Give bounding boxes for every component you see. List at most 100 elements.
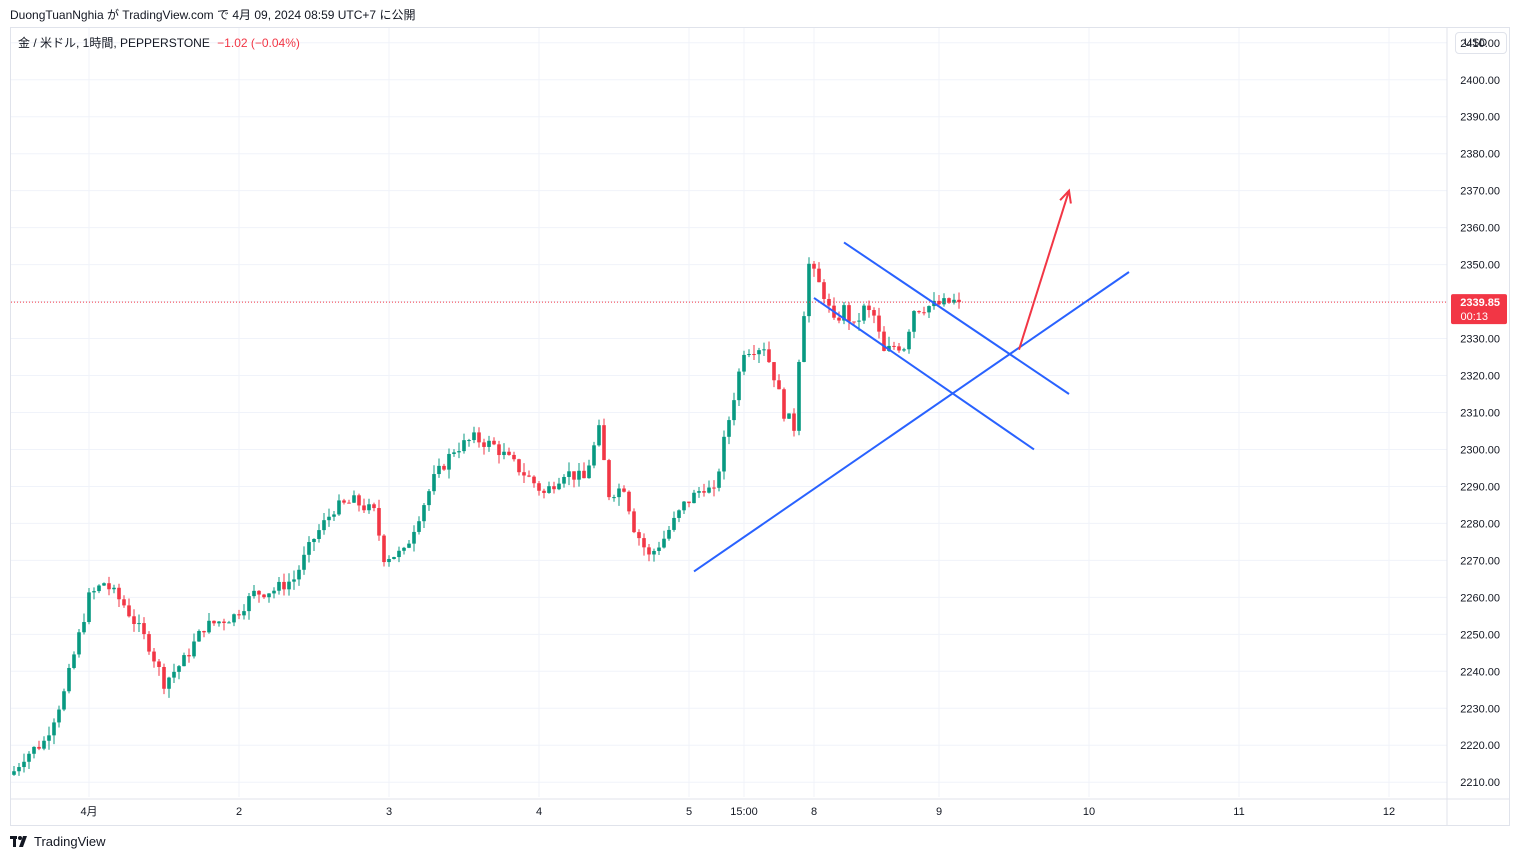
- candle-body[interactable]: [162, 666, 166, 689]
- candle-body[interactable]: [837, 317, 841, 321]
- symbol-label[interactable]: 金 / 米ドル, 1時間, PEPPERSTONE: [18, 36, 210, 50]
- candle-body[interactable]: [522, 472, 526, 476]
- candle-body[interactable]: [762, 349, 766, 351]
- candle-body[interactable]: [642, 538, 646, 548]
- candle-body[interactable]: [922, 312, 926, 314]
- candle-body[interactable]: [142, 623, 146, 635]
- candle-body[interactable]: [292, 579, 296, 582]
- candle-body[interactable]: [182, 655, 186, 667]
- candle-body[interactable]: [482, 442, 486, 447]
- trendline-flag-upper[interactable]: [843, 241, 1070, 395]
- candle-body[interactable]: [352, 495, 356, 503]
- candle-body[interactable]: [57, 709, 61, 723]
- candle-body[interactable]: [632, 511, 636, 533]
- candle-body[interactable]: [882, 331, 886, 351]
- candle-body[interactable]: [697, 491, 701, 493]
- candle-body[interactable]: [447, 453, 451, 470]
- candle-body[interactable]: [947, 298, 951, 303]
- candle-body[interactable]: [307, 542, 311, 555]
- candle-body[interactable]: [507, 451, 511, 455]
- candle-body[interactable]: [197, 630, 201, 642]
- candle-body[interactable]: [192, 641, 196, 657]
- candle-body[interactable]: [367, 504, 371, 511]
- candle-body[interactable]: [577, 470, 581, 480]
- candle-body[interactable]: [757, 350, 761, 355]
- candle-body[interactable]: [872, 310, 876, 316]
- candle-body[interactable]: [177, 666, 181, 672]
- candle-body[interactable]: [322, 520, 326, 531]
- candle-body[interactable]: [547, 486, 551, 493]
- candle-body[interactable]: [377, 508, 381, 536]
- candle-body[interactable]: [902, 349, 906, 351]
- candle-body[interactable]: [122, 599, 126, 606]
- candle-body[interactable]: [112, 587, 116, 590]
- candle-body[interactable]: [302, 554, 306, 570]
- candle-body[interactable]: [542, 490, 546, 493]
- candle-body[interactable]: [237, 614, 241, 616]
- candle-body[interactable]: [442, 465, 446, 470]
- candle-body[interactable]: [207, 620, 211, 633]
- candle-body[interactable]: [342, 500, 346, 503]
- candle-body[interactable]: [147, 634, 151, 652]
- candle-body[interactable]: [677, 510, 681, 518]
- candle-body[interactable]: [47, 735, 51, 741]
- candle-body[interactable]: [867, 305, 871, 311]
- candle-body[interactable]: [712, 487, 716, 489]
- candle-body[interactable]: [862, 305, 866, 321]
- candle-body[interactable]: [707, 487, 711, 493]
- candle-body[interactable]: [527, 475, 531, 477]
- candle-body[interactable]: [82, 622, 86, 633]
- footer-brand[interactable]: TradingView: [10, 834, 106, 849]
- candle-body[interactable]: [417, 521, 421, 532]
- candle-body[interactable]: [807, 263, 811, 317]
- candle-body[interactable]: [402, 547, 406, 551]
- candle-body[interactable]: [187, 655, 191, 657]
- candle-body[interactable]: [777, 380, 781, 390]
- candle-body[interactable]: [382, 535, 386, 563]
- trendline-flag-lower[interactable]: [813, 297, 1035, 451]
- candle-body[interactable]: [102, 583, 106, 586]
- candle-body[interactable]: [487, 440, 491, 447]
- candle-body[interactable]: [332, 514, 336, 517]
- candle-body[interactable]: [532, 476, 536, 484]
- candle-body[interactable]: [567, 471, 571, 477]
- candle-body[interactable]: [282, 581, 286, 590]
- candle-body[interactable]: [312, 538, 316, 543]
- candle-body[interactable]: [792, 413, 796, 431]
- candle-body[interactable]: [412, 531, 416, 544]
- candle-body[interactable]: [202, 630, 206, 633]
- candle-body[interactable]: [672, 517, 676, 530]
- candle-body[interactable]: [452, 452, 456, 454]
- candle-body[interactable]: [27, 753, 31, 762]
- candle-body[interactable]: [917, 311, 921, 313]
- candle-body[interactable]: [17, 767, 21, 772]
- candle-body[interactable]: [587, 465, 591, 479]
- candle-body[interactable]: [72, 654, 76, 668]
- candle-body[interactable]: [717, 471, 721, 488]
- candle-body[interactable]: [397, 550, 401, 558]
- candle-body[interactable]: [152, 651, 156, 662]
- candle-body[interactable]: [172, 671, 176, 678]
- candle-body[interactable]: [92, 591, 96, 593]
- candle-body[interactable]: [267, 593, 271, 598]
- candle-body[interactable]: [942, 298, 946, 305]
- candle-body[interactable]: [12, 771, 16, 775]
- candle-body[interactable]: [227, 622, 231, 624]
- candle-body[interactable]: [952, 299, 956, 303]
- candle-body[interactable]: [602, 425, 606, 461]
- candle-body[interactable]: [802, 316, 806, 362]
- candle-body[interactable]: [812, 263, 816, 269]
- candle-body[interactable]: [287, 581, 291, 590]
- candle-body[interactable]: [252, 590, 256, 597]
- candle-body[interactable]: [857, 320, 861, 322]
- candle-body[interactable]: [297, 569, 301, 580]
- candle-body[interactable]: [817, 268, 821, 283]
- candle-body[interactable]: [692, 492, 696, 504]
- candle-body[interactable]: [422, 505, 426, 522]
- candle-body[interactable]: [467, 440, 471, 442]
- candle-body[interactable]: [437, 465, 441, 475]
- candle-body[interactable]: [797, 361, 801, 431]
- candle-body[interactable]: [537, 483, 541, 491]
- candle-body[interactable]: [597, 425, 601, 446]
- candle-body[interactable]: [22, 761, 26, 768]
